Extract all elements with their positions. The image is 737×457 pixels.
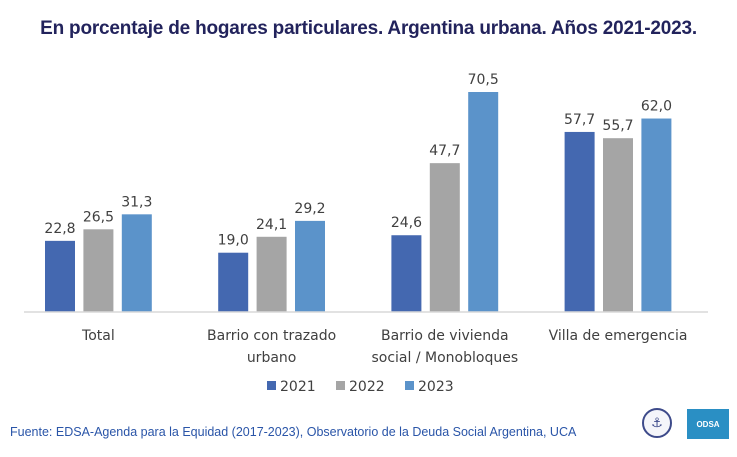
chart-title: En porcentaje de hogares particulares. A… [40, 18, 697, 39]
category-label-2: Barrio de vivienda [381, 328, 509, 344]
category-label-1: urbano [247, 350, 297, 366]
legend-swatch-2022 [336, 381, 345, 390]
value-label-2021-0: 22,8 [44, 221, 75, 237]
value-label-2022-1: 24,1 [256, 217, 287, 233]
bar-2023-3 [641, 118, 672, 312]
category-label-2: social / Monobloques [371, 350, 518, 366]
value-label-2022-2: 47,7 [429, 143, 460, 159]
value-label-2023-3: 62,0 [641, 99, 672, 115]
bar-2023-2 [468, 92, 499, 312]
legend-label-2023: 2023 [418, 379, 454, 395]
bar-2022-0 [83, 229, 114, 312]
bar-2022-3 [603, 138, 633, 312]
legend-label-2022: 2022 [349, 379, 385, 395]
value-label-2022-3: 55,7 [602, 118, 633, 134]
bar-2021-3 [564, 131, 595, 312]
value-label-2023-2: 70,5 [468, 72, 499, 88]
value-label-2023-0: 31,3 [121, 194, 152, 210]
bar-2021-2 [391, 235, 422, 312]
value-label-2023-1: 29,2 [294, 201, 325, 217]
value-label-2021-3: 57,7 [564, 112, 595, 128]
category-labels-layer: Total Barrio con trazado urbano Barrio de v… [81, 328, 687, 366]
bar-2023-0 [121, 214, 152, 312]
bars-layer [45, 92, 672, 312]
category-label-3: Villa de emergencia [549, 328, 688, 344]
uca-seal-icon: ⚓ [642, 408, 672, 438]
source-note: Fuente: EDSA-Agenda para la Equidad (201… [10, 425, 577, 439]
value-label-2021-2: 24,6 [391, 215, 422, 231]
value-labels-layer: 22,8 19,0 24,6 57,7 26,5 24,1 47,7 55,7 31,3 29,2… [44, 72, 672, 249]
value-label-2022-0: 26,5 [83, 209, 114, 225]
category-label-1: Barrio con trazado [207, 328, 336, 344]
legend-label-2021: 2021 [280, 379, 316, 395]
legend-swatch-2023 [405, 381, 414, 390]
bar-2022-1 [256, 236, 287, 312]
odsa-logo: ODSA [687, 409, 729, 439]
bar-2022-2 [429, 163, 460, 312]
bar-2023-1 [295, 220, 325, 312]
bar-2021-0 [45, 240, 75, 312]
value-label-2021-1: 19,0 [218, 233, 249, 249]
category-label-0: Total [81, 328, 115, 344]
legend-swatch-2021 [267, 381, 276, 390]
legend: 2021 2022 2023 [267, 379, 454, 395]
bar-2021-1 [218, 252, 249, 312]
